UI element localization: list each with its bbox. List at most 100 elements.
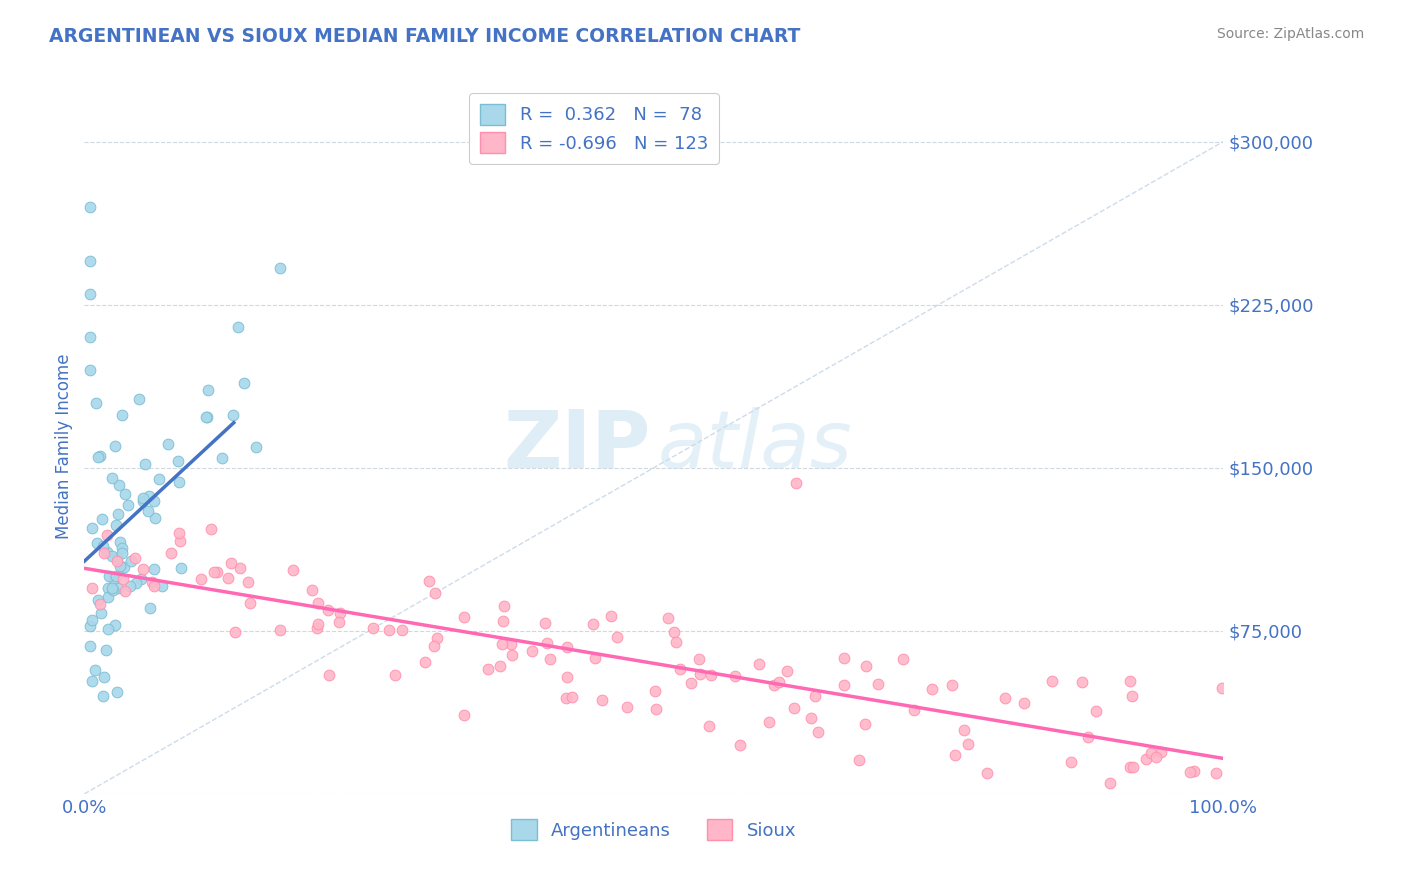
- Point: [1098, 776, 1121, 790]
- Point: [226, 320, 249, 334]
- Point: [868, 677, 890, 691]
- Point: [120, 554, 142, 568]
- Point: [108, 478, 131, 492]
- Point: [79, 254, 101, 268]
- Point: [96, 527, 118, 541]
- Point: [93, 670, 115, 684]
- Point: [112, 560, 135, 574]
- Point: [1144, 750, 1167, 764]
- Point: [114, 486, 136, 500]
- Point: [80, 613, 103, 627]
- Point: [494, 599, 516, 613]
- Point: [976, 766, 998, 780]
- Point: [1077, 730, 1099, 744]
- Point: [222, 409, 245, 423]
- Point: [679, 676, 702, 690]
- Point: [1040, 673, 1063, 688]
- Point: [853, 716, 876, 731]
- Point: [103, 572, 125, 586]
- Point: [391, 624, 413, 638]
- Point: [90, 512, 112, 526]
- Point: [522, 644, 544, 658]
- Point: [492, 614, 515, 628]
- Point: [236, 574, 259, 589]
- Point: [219, 557, 242, 571]
- Point: [426, 632, 449, 646]
- Point: [1012, 696, 1035, 710]
- Point: [776, 665, 799, 679]
- Point: [499, 637, 522, 651]
- Point: [1140, 747, 1163, 761]
- Point: [423, 586, 446, 600]
- Point: [477, 662, 499, 676]
- Point: [87, 450, 110, 464]
- Point: [107, 582, 129, 596]
- Point: [689, 667, 711, 681]
- Point: [138, 489, 160, 503]
- Point: [301, 582, 323, 597]
- Point: [104, 618, 127, 632]
- Point: [120, 579, 142, 593]
- Point: [134, 457, 156, 471]
- Point: [413, 655, 436, 669]
- Point: [669, 662, 692, 676]
- Point: [224, 625, 246, 640]
- Point: [664, 624, 686, 639]
- Point: [644, 683, 666, 698]
- Point: [195, 409, 218, 424]
- Point: [606, 630, 628, 644]
- Point: [645, 702, 668, 716]
- Point: [1180, 765, 1202, 780]
- Point: [79, 330, 101, 344]
- Text: atlas: atlas: [657, 407, 852, 485]
- Point: [128, 392, 150, 406]
- Point: [145, 511, 167, 525]
- Point: [97, 622, 120, 636]
- Point: [117, 498, 139, 512]
- Point: [307, 596, 329, 610]
- Point: [941, 678, 963, 692]
- Point: [378, 624, 401, 638]
- Point: [807, 724, 830, 739]
- Point: [418, 574, 440, 589]
- Point: [97, 591, 120, 605]
- Point: [994, 690, 1017, 705]
- Point: [96, 545, 118, 559]
- Point: [105, 550, 128, 565]
- Point: [104, 569, 127, 583]
- Point: [90, 607, 112, 621]
- Point: [167, 475, 190, 489]
- Point: [136, 504, 159, 518]
- Point: [86, 536, 108, 550]
- Point: [111, 541, 134, 556]
- Point: [80, 674, 103, 689]
- Point: [316, 602, 339, 616]
- Point: [79, 363, 101, 377]
- Text: ARGENTINEAN VS SIOUX MEDIAN FAMILY INCOME CORRELATION CHART: ARGENTINEAN VS SIOUX MEDIAN FAMILY INCOM…: [49, 27, 800, 45]
- Point: [585, 651, 607, 665]
- Point: [893, 652, 915, 666]
- Point: [142, 493, 165, 508]
- Point: [202, 565, 225, 579]
- Legend: Argentineans, Sioux: Argentineans, Sioux: [505, 813, 803, 847]
- Point: [194, 409, 217, 424]
- Point: [200, 522, 222, 536]
- Point: [89, 449, 111, 463]
- Point: [536, 636, 558, 650]
- Point: [834, 678, 856, 692]
- Point: [89, 597, 111, 611]
- Point: [555, 670, 578, 684]
- Point: [269, 260, 291, 275]
- Point: [156, 436, 179, 450]
- Point: [491, 637, 513, 651]
- Point: [205, 565, 228, 579]
- Point: [384, 667, 406, 681]
- Point: [129, 572, 152, 586]
- Point: [101, 581, 124, 595]
- Point: [688, 651, 710, 665]
- Point: [104, 439, 127, 453]
- Point: [1205, 765, 1227, 780]
- Point: [97, 582, 120, 596]
- Point: [943, 747, 966, 762]
- Point: [269, 623, 291, 637]
